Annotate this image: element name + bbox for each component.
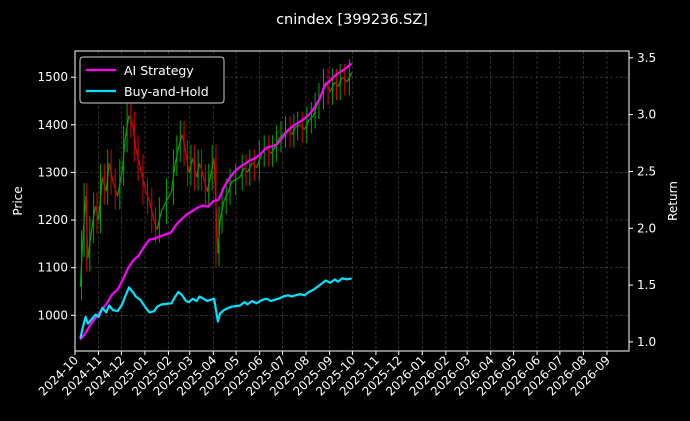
price-segment — [145, 191, 151, 202]
price-segment — [132, 124, 137, 149]
left-tick-label: 1100 — [37, 261, 68, 275]
right-tick-label: 3.5 — [637, 51, 656, 65]
price-segment — [308, 114, 315, 121]
price-segment — [329, 81, 336, 92]
price-segment — [87, 229, 93, 259]
price-segment — [256, 153, 263, 168]
left-axis-title: Price — [11, 186, 25, 215]
price-segment — [121, 139, 126, 173]
price-segment — [227, 181, 233, 192]
price-segment — [161, 191, 173, 211]
right-tick-label: 1.0 — [637, 335, 656, 349]
price-segment — [346, 72, 353, 83]
price-segment — [217, 220, 221, 254]
price-segment — [303, 119, 310, 130]
price-segment — [85, 196, 89, 259]
left-tick-label: 1200 — [37, 213, 68, 227]
right-tick-label: 2.5 — [637, 164, 656, 178]
price-segment — [291, 126, 296, 135]
price-segment — [231, 176, 241, 183]
price-segment — [188, 157, 194, 173]
price-segment — [185, 153, 190, 173]
price-segment — [246, 162, 253, 173]
price-segment — [105, 162, 110, 192]
price-segment — [206, 177, 211, 192]
price-segment — [199, 162, 205, 178]
left-tick-label: 1000 — [37, 308, 68, 322]
price-segment — [209, 158, 215, 178]
price-segment — [313, 105, 318, 116]
series-line-buy-and-hold — [79, 277, 352, 339]
price-segment — [101, 177, 107, 192]
price-segment — [219, 200, 225, 221]
price-segment — [181, 134, 187, 154]
legend-label-ai-strategy: AI Strategy — [124, 63, 194, 78]
price-segment — [170, 162, 176, 192]
price-segment — [270, 148, 275, 154]
price-segment — [295, 124, 301, 128]
price-segment — [112, 181, 119, 197]
price-segment — [278, 133, 284, 140]
legend: AI Strategy Buy-and-Hold — [79, 56, 225, 104]
price-segment — [139, 167, 147, 192]
chart-title: cnindex [399236.SZ] — [276, 12, 428, 28]
price-segment — [334, 81, 339, 88]
right-tick-label: 2.0 — [637, 221, 656, 235]
price-segment — [223, 191, 230, 202]
price-segment — [266, 148, 272, 154]
left-axis: 1000 1100 1200 1300 1400 1500 — [37, 70, 75, 322]
left-tick-label: 1500 — [37, 70, 68, 84]
right-tick-label: 1.5 — [637, 278, 656, 292]
right-axis: 1.0 1.5 2.0 2.5 3.0 3.5 — [629, 51, 656, 349]
price-segment — [337, 76, 344, 87]
price-segment — [124, 115, 130, 140]
price-segment — [116, 172, 123, 197]
price-segment — [196, 162, 201, 178]
price-segment — [243, 167, 249, 173]
price-segment — [128, 115, 134, 126]
price-segment — [148, 200, 155, 221]
price-segment — [251, 162, 258, 169]
price-segment — [108, 162, 114, 183]
left-tick-label: 1400 — [37, 118, 68, 132]
price-segment — [153, 219, 158, 230]
price-segment — [91, 205, 97, 230]
price-segment — [192, 158, 198, 178]
price-segment — [135, 148, 141, 168]
right-tick-label: 3.0 — [637, 108, 656, 122]
price-segment — [174, 148, 179, 164]
price-segment — [202, 177, 208, 192]
price-segment — [156, 210, 163, 230]
price-segment — [342, 76, 348, 83]
price-segment — [97, 177, 103, 221]
price-segment — [299, 124, 305, 130]
price-segment — [213, 158, 219, 254]
right-axis-title: Return — [666, 181, 680, 221]
price-segment — [239, 167, 246, 178]
price-segment — [82, 196, 87, 244]
price-segment — [79, 243, 84, 287]
series-line-ai-strategy — [79, 62, 353, 341]
left-tick-label: 1300 — [37, 165, 68, 179]
price-candles — [79, 59, 353, 301]
legend-label-buy-and-hold: Buy-and-Hold — [124, 84, 209, 99]
return-lines — [79, 62, 353, 341]
price-segment — [94, 205, 100, 221]
price-segment — [177, 134, 183, 149]
